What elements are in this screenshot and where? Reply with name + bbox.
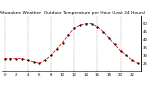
Title: Milwaukee Weather  Outdoor Temperature per Hour (Last 24 Hours): Milwaukee Weather Outdoor Temperature pe… — [0, 11, 145, 15]
